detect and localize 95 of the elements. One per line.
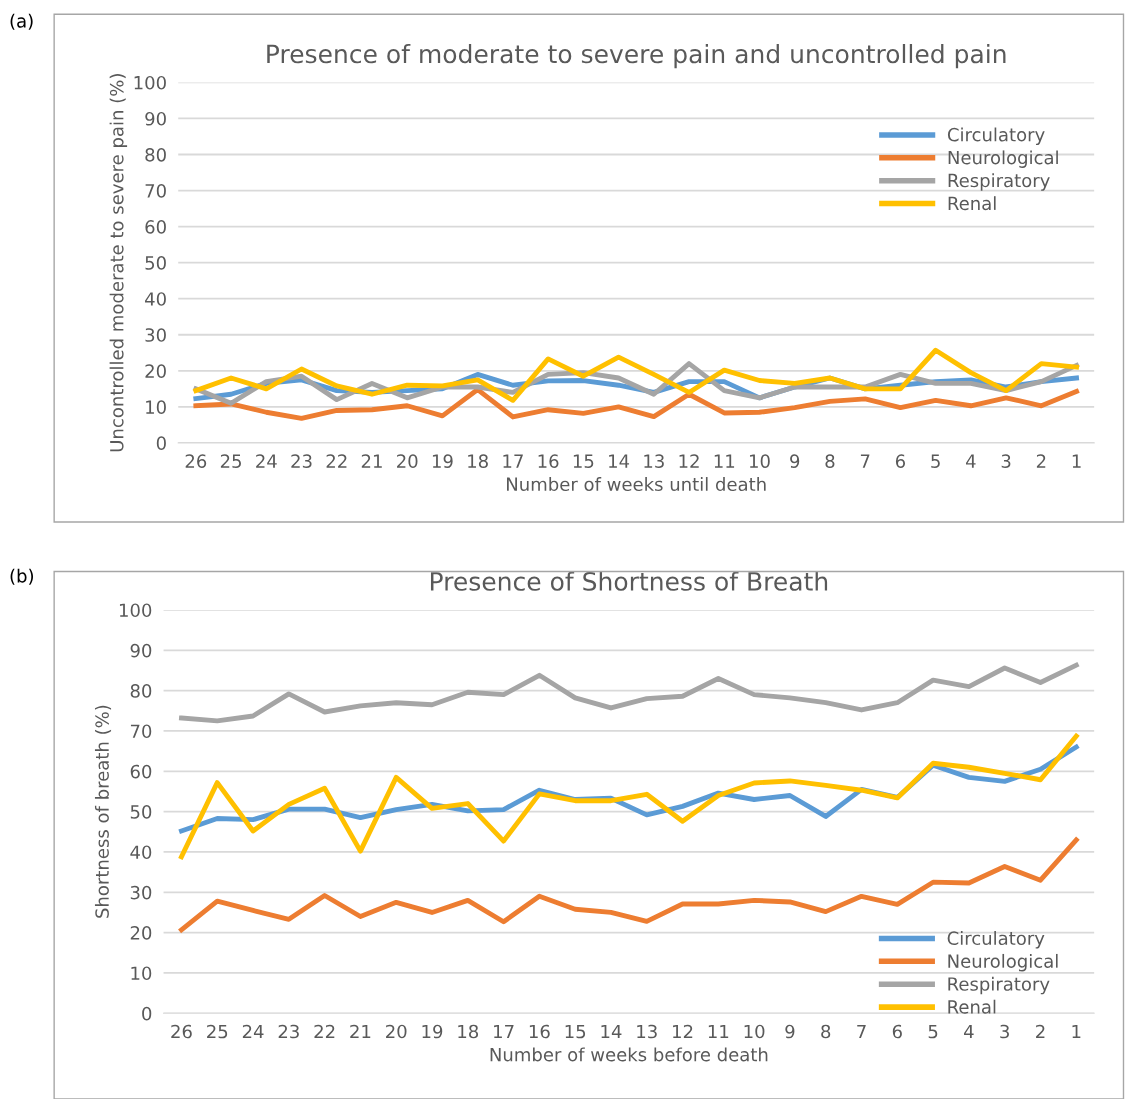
- text: (b): [10, 568, 34, 585]
- x-tick-label: 18: [458, 1024, 479, 1039]
- text: (a): [10, 13, 33, 30]
- x-tick-label: 2: [1036, 1024, 1045, 1039]
- x-tick-label: 25: [207, 1024, 228, 1039]
- x-tick-label: 5: [931, 454, 940, 468]
- x-tick-label: 14: [609, 454, 630, 468]
- x-tick-label: 17: [503, 454, 523, 468]
- x-tick-label: 21: [350, 1024, 371, 1039]
- x-tick-label: 14: [601, 1024, 622, 1039]
- x-tick-label: 9: [790, 454, 800, 468]
- y-tick-label: 30: [145, 328, 166, 342]
- x-tick-label: 23: [278, 1024, 299, 1039]
- chart-title: Presence of moderate to severe pain and uncontrolled pain: [267, 43, 1006, 69]
- x-tick-label: 22: [326, 454, 347, 468]
- x-tick-label: 15: [565, 1024, 586, 1039]
- y-tick-label: 60: [145, 220, 166, 234]
- x-tick-label: 25: [220, 454, 241, 468]
- x-tick-label: 26: [171, 1024, 192, 1039]
- y-tick-label: 50: [145, 256, 166, 270]
- y-tick-label: 10: [146, 400, 166, 414]
- legend-label: Renal: [948, 196, 996, 211]
- line-series: [179, 733, 1079, 860]
- y-axis-title: Shortness of breath (%): [94, 705, 112, 918]
- y-tick-label: 50: [130, 805, 152, 819]
- legend-label: Circulatory: [947, 931, 1045, 949]
- y-tick-label: 40: [145, 292, 166, 306]
- x-tick-label: 3: [1000, 1024, 1009, 1039]
- y-tick-label: 0: [156, 436, 166, 451]
- y-tick-label: 80: [130, 684, 152, 698]
- legend-label: Neurological: [948, 953, 1058, 972]
- x-tick-label: 5: [928, 1024, 938, 1039]
- y-tick-label: 0: [142, 1006, 152, 1021]
- x-tick-label: 10: [744, 1024, 765, 1039]
- x-tick-label: 15: [573, 454, 594, 468]
- line-series: [193, 347, 1079, 403]
- y-tick-label: 10: [131, 966, 152, 981]
- x-tick-label: 7: [857, 1024, 866, 1039]
- x-tick-label: 6: [895, 454, 906, 468]
- x-tick-label: 7: [860, 454, 870, 468]
- x-tick-label: 20: [386, 1024, 407, 1039]
- y-axis-title: Uncontrolled moderate to severe pain (%): [109, 74, 128, 452]
- x-tick-label: 12: [679, 454, 699, 468]
- line-series: [179, 662, 1079, 724]
- legend-label: Neurological: [948, 150, 1058, 168]
- x-tick-label: 9: [785, 1024, 795, 1039]
- x-tick-label: 24: [256, 454, 277, 468]
- x-tick-label: 4: [964, 1024, 974, 1039]
- x-tick-label: 13: [637, 1024, 657, 1039]
- x-tick-label: 16: [529, 1024, 550, 1039]
- legend-label: Circulatory: [947, 127, 1045, 145]
- x-tick-label: 12: [673, 1024, 693, 1039]
- y-tick-label: 80: [145, 147, 166, 162]
- x-tick-label: 21: [361, 454, 382, 468]
- x-tick-label: 24: [242, 1024, 264, 1039]
- x-tick-label: 22: [314, 1024, 335, 1039]
- y-tick-label: 70: [145, 184, 166, 198]
- x-tick-label: 20: [397, 454, 418, 468]
- chart-title: Presence of Shortness of Breath: [430, 571, 828, 591]
- x-tick-label: 23: [291, 454, 312, 468]
- x-tick-label: 19: [422, 1024, 443, 1039]
- y-tick-label: 90: [145, 111, 166, 126]
- y-tick-label: 40: [130, 845, 152, 860]
- x-tick-label: 1: [1072, 454, 1081, 468]
- x-tick-label: 13: [644, 454, 664, 468]
- y-tick-label: 100: [134, 75, 166, 90]
- line-series: [179, 837, 1079, 933]
- x-tick-label: 4: [966, 454, 976, 468]
- y-tick-label: 90: [130, 643, 152, 658]
- y-tick-label: 70: [130, 724, 152, 739]
- y-tick-label: 100: [119, 603, 152, 618]
- x-tick-label: 17: [494, 1024, 514, 1039]
- x-tick-label: 26: [185, 454, 207, 468]
- y-tick-label: 20: [145, 364, 166, 378]
- legend-label: Renal: [948, 999, 996, 1014]
- x-tick-label: 11: [714, 454, 735, 468]
- legend-label: Respiratory: [948, 173, 1050, 191]
- x-tick-label: 1: [1072, 1024, 1081, 1039]
- y-tick-label: 30: [130, 885, 152, 900]
- x-tick-label: 8: [825, 454, 835, 468]
- line-series: [193, 387, 1079, 421]
- y-tick-label: 20: [130, 926, 152, 940]
- x-tick-label: 10: [749, 454, 770, 468]
- x-tick-label: 8: [821, 1024, 831, 1039]
- x-axis-title: Number of weeks until death: [507, 477, 766, 492]
- x-tick-label: 11: [708, 1024, 729, 1039]
- x-tick-label: 3: [1001, 454, 1011, 468]
- x-tick-label: 2: [1036, 454, 1046, 468]
- x-tick-label: 19: [432, 454, 453, 468]
- x-axis-title: Number of weeks before death: [490, 1047, 768, 1062]
- x-tick-label: 18: [468, 454, 488, 468]
- y-tick-label: 60: [130, 764, 152, 779]
- x-tick-label: 6: [892, 1024, 902, 1039]
- legend-label: Respiratory: [948, 976, 1050, 995]
- x-tick-label: 16: [538, 454, 559, 468]
